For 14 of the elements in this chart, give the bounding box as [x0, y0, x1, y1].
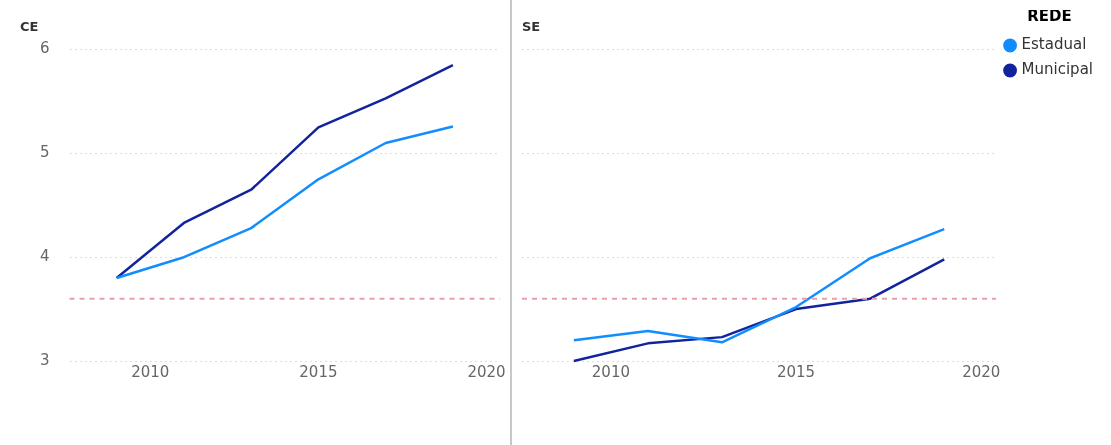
x-tick-label: 2015: [299, 362, 338, 381]
x-tick-label: 2020: [467, 362, 506, 381]
y-tick-label: 6: [40, 39, 50, 58]
y-tick-label: 3: [40, 350, 50, 369]
x-tick-label: 2020: [962, 362, 1001, 381]
x-tick-label: 2015: [776, 362, 816, 381]
chart-title: SE: [522, 19, 541, 35]
y-tick-label: 4: [40, 247, 50, 266]
chart-title: CE: [20, 19, 39, 35]
legend-label: Municipal: [1021, 60, 1093, 79]
legend-label: Estadual: [1021, 35, 1087, 54]
x-tick-label: 2010: [131, 362, 170, 381]
y-tick-label: 5: [40, 143, 50, 162]
x-tick-label: 2010: [591, 362, 630, 381]
